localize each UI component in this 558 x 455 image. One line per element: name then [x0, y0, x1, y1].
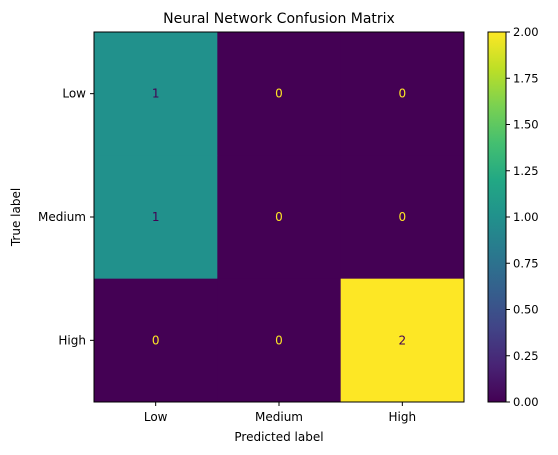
colorbar-tick-label: 2.00: [513, 25, 539, 39]
x-tick-label: Low: [144, 410, 168, 424]
y-axis-ticks: Low Medium High: [38, 87, 94, 348]
colorbar-tick-label: 1.00: [513, 210, 539, 224]
colorbar-tick-label: 0.00: [513, 395, 539, 409]
colorbar: [488, 32, 506, 402]
x-axis-ticks: Low Medium High: [144, 402, 416, 424]
y-axis-label: True label: [9, 188, 23, 247]
cell-value-label: 0: [399, 210, 407, 224]
cell-value-label: 2: [399, 333, 407, 347]
x-tick-label: Medium: [255, 410, 303, 424]
cell-value-label: 0: [275, 210, 283, 224]
y-tick-label: High: [58, 333, 86, 347]
x-tick-label: High: [389, 410, 417, 424]
x-axis-label: Predicted label: [234, 430, 323, 444]
cell-value-label: 1: [152, 87, 160, 101]
colorbar-tick-label: 0.75: [513, 256, 539, 270]
y-tick-label: Low: [62, 87, 86, 101]
colorbar-tick-label: 0.50: [513, 303, 539, 317]
chart-title: Neural Network Confusion Matrix: [163, 11, 395, 27]
cell-value-label: 0: [275, 87, 283, 101]
colorbar-ticks: 0.00 0.25 0.50 0.75 1.00 1.25 1.50 1.75 2.00: [506, 25, 539, 409]
colorbar-tick-label: 0.25: [513, 349, 539, 363]
colorbar-tick-label: 1.25: [513, 164, 539, 178]
colorbar-tick-label: 1.75: [513, 71, 539, 85]
colorbar-tick-label: 1.50: [513, 118, 539, 132]
cell-value-label: 1: [152, 210, 160, 224]
cell-value-label: 0: [399, 87, 407, 101]
y-tick-label: Medium: [38, 210, 86, 224]
cell-value-label: 0: [275, 333, 283, 347]
cell-value-label: 0: [152, 333, 160, 347]
